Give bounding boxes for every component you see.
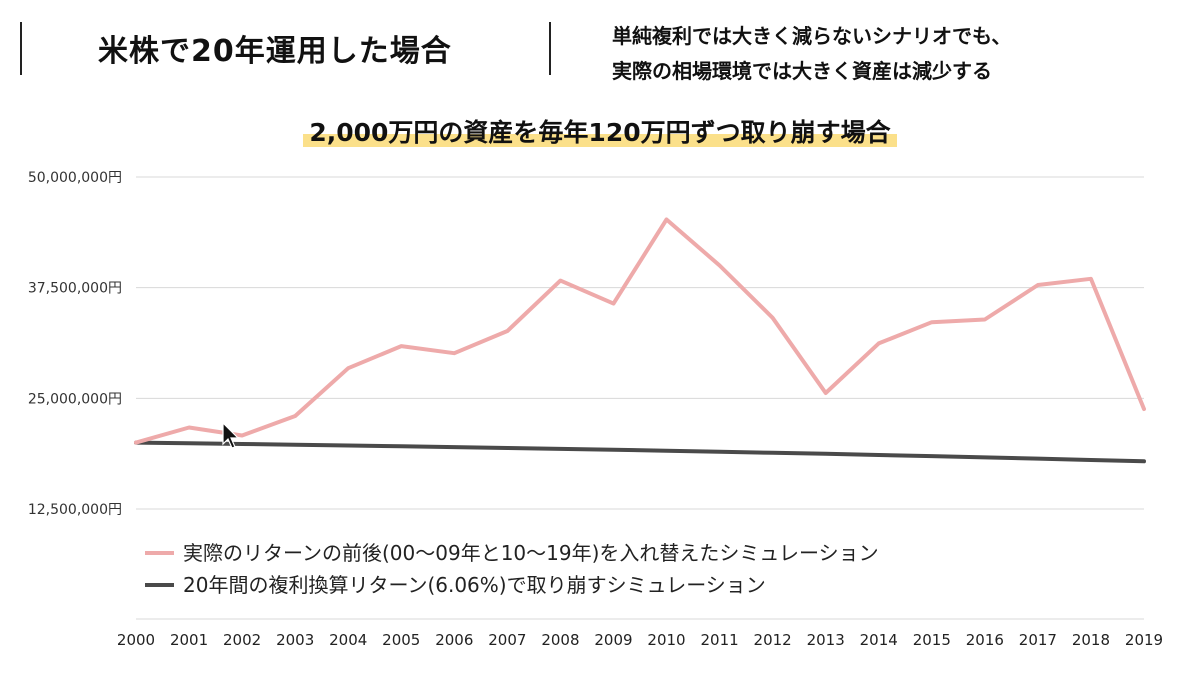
series-line-compound: [134, 440, 1146, 464]
grid-lines: [136, 176, 1144, 510]
y-tick-label: 50,000,000円: [28, 170, 122, 186]
x-tick-label: 2013: [807, 631, 845, 649]
x-axis-ticks: 2000 2001 2002 2003 2004 2005 2006 2007 2008 2009…: [117, 631, 1163, 649]
x-tick-label: 2000: [117, 631, 155, 649]
title-right-divider: [549, 22, 551, 75]
chart-title: 2,000万円の資産を毎年120万円ずつ取り崩す場合: [303, 113, 897, 149]
x-tick-label: 2007: [488, 631, 526, 649]
legend: 実際のリターンの前後(00〜09年と10〜19年)を入れ替えたシミュレーション …: [145, 541, 879, 597]
title-left-divider: [20, 22, 22, 75]
x-tick-label: 2008: [541, 631, 579, 649]
y-tick-label: 37,500,000円: [28, 281, 122, 297]
x-tick-label: 2017: [1019, 631, 1057, 649]
legend-label-actual: 実際のリターンの前後(00〜09年と10〜19年)を入れ替えたシミュレーション: [183, 541, 879, 565]
x-tick-label: 2015: [913, 631, 951, 649]
page-title: 米株で20年運用した場合: [98, 34, 452, 69]
y-axis-ticks: 12,500,000円 25,000,000円 37,500,000円 50,000,…: [28, 170, 122, 518]
x-tick-label: 2018: [1072, 631, 1110, 649]
x-tick-label: 2009: [594, 631, 632, 649]
x-tick-label: 2003: [276, 631, 314, 649]
legend-label-compound: 20年間の複利換算リターン(6.06%)で取り崩すシミュレーション: [183, 573, 766, 597]
note-line-2: 実際の相場環境では大きく資産は減少する: [612, 59, 992, 83]
series-lines: [134, 217, 1146, 464]
note-line-1: 単純複利では大きく減らないシナリオでも、: [612, 24, 1012, 48]
x-tick-label: 2011: [700, 631, 738, 649]
x-tick-label: 2014: [860, 631, 898, 649]
series-line-actual: [134, 217, 1146, 445]
x-tick-label: 2004: [329, 631, 367, 649]
x-tick-label: 2005: [382, 631, 420, 649]
chart-title-wrap: 2,000万円の資産を毎年120万円ずつ取り崩す場合: [0, 113, 1200, 149]
x-tick-label: 2019: [1125, 631, 1163, 649]
x-tick-label: 2002: [223, 631, 261, 649]
x-tick-label: 2001: [170, 631, 208, 649]
y-tick-label: 12,500,000円: [28, 502, 122, 518]
x-tick-label: 2010: [647, 631, 685, 649]
mouse-pointer-icon: [222, 422, 240, 449]
y-tick-label: 25,000,000円: [28, 391, 122, 407]
x-tick-label: 2016: [966, 631, 1004, 649]
x-tick-label: 2012: [754, 631, 792, 649]
x-tick-label: 2006: [435, 631, 473, 649]
